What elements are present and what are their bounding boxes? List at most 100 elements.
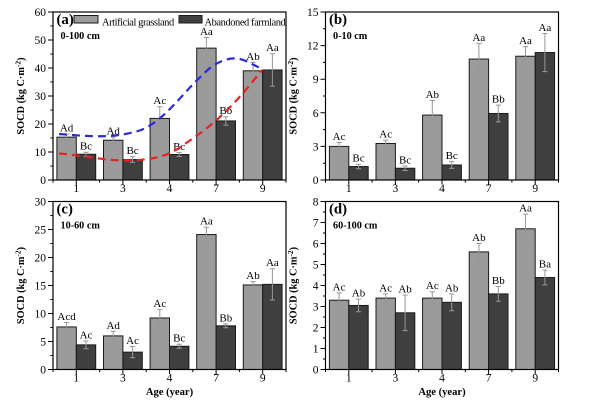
svg-text:7: 7 bbox=[213, 373, 219, 385]
svg-text:60: 60 bbox=[35, 7, 47, 19]
svg-text:Aa: Aa bbox=[266, 257, 279, 269]
svg-text:Bb: Bb bbox=[219, 312, 232, 324]
svg-text:0: 0 bbox=[40, 365, 46, 377]
svg-text:7: 7 bbox=[486, 183, 492, 195]
svg-text:9: 9 bbox=[532, 373, 538, 385]
svg-text:Ab: Ab bbox=[352, 288, 366, 300]
svg-text:Ab: Ab bbox=[472, 232, 486, 244]
svg-text:30: 30 bbox=[35, 197, 47, 209]
svg-text:4: 4 bbox=[313, 281, 319, 293]
svg-text:3: 3 bbox=[393, 183, 399, 195]
svg-text:3: 3 bbox=[120, 373, 126, 385]
svg-text:Bc: Bc bbox=[80, 141, 92, 153]
svg-text:Ac: Ac bbox=[153, 298, 166, 310]
svg-text:SOCD (kg C·m-2): SOCD (kg C·m-2) bbox=[14, 247, 28, 324]
svg-text:5: 5 bbox=[313, 260, 319, 272]
svg-text:Age (year): Age (year) bbox=[418, 387, 466, 398]
svg-text:Aa: Aa bbox=[266, 42, 279, 54]
svg-text:(b): (b) bbox=[329, 12, 347, 28]
svg-text:Ab: Ab bbox=[246, 270, 260, 282]
svg-text:30: 30 bbox=[35, 91, 47, 103]
svg-text:4: 4 bbox=[439, 183, 445, 195]
svg-text:Ab: Ab bbox=[398, 283, 412, 295]
svg-text:15: 15 bbox=[35, 281, 47, 293]
svg-text:10: 10 bbox=[35, 147, 47, 159]
svg-text:Aa: Aa bbox=[200, 216, 213, 228]
svg-text:Ac: Ac bbox=[153, 95, 166, 107]
svg-text:(a): (a) bbox=[57, 12, 74, 28]
svg-text:Bc: Bc bbox=[446, 150, 458, 162]
svg-text:Ac: Ac bbox=[379, 282, 392, 294]
svg-text:Ac: Ac bbox=[379, 129, 392, 141]
svg-text:3: 3 bbox=[313, 141, 319, 153]
svg-text:Bc: Bc bbox=[399, 154, 411, 166]
svg-text:Bc: Bc bbox=[126, 145, 138, 157]
svg-text:1: 1 bbox=[313, 344, 319, 356]
svg-text:Ac: Ac bbox=[80, 329, 93, 341]
svg-text:Aa: Aa bbox=[538, 22, 551, 34]
svg-text:25: 25 bbox=[35, 225, 47, 237]
svg-text:3: 3 bbox=[393, 373, 399, 385]
svg-text:9: 9 bbox=[260, 183, 266, 195]
svg-text:6: 6 bbox=[313, 239, 319, 251]
svg-text:9: 9 bbox=[260, 373, 266, 385]
svg-text:20: 20 bbox=[35, 119, 47, 131]
svg-text:Aa: Aa bbox=[519, 203, 532, 215]
svg-text:40: 40 bbox=[35, 63, 47, 75]
svg-text:Age (year): Age (year) bbox=[146, 387, 194, 398]
svg-text:0: 0 bbox=[40, 175, 46, 187]
svg-text:Ba: Ba bbox=[539, 259, 551, 271]
svg-text:0: 0 bbox=[313, 365, 319, 377]
svg-text:9: 9 bbox=[313, 74, 319, 86]
svg-text:(c): (c) bbox=[57, 201, 73, 217]
svg-text:60-100 cm: 60-100 cm bbox=[333, 221, 378, 232]
svg-text:Artificial grassland: Artificial grassland bbox=[102, 18, 175, 29]
svg-text:3: 3 bbox=[313, 302, 319, 314]
svg-text:0: 0 bbox=[313, 175, 319, 187]
svg-text:0-10 cm: 0-10 cm bbox=[333, 31, 368, 42]
svg-text:10: 10 bbox=[35, 309, 47, 321]
svg-text:Acd: Acd bbox=[57, 311, 76, 323]
svg-text:20: 20 bbox=[35, 253, 47, 265]
svg-text:Aa: Aa bbox=[200, 26, 213, 38]
svg-text:Bc: Bc bbox=[352, 153, 364, 165]
svg-text:4: 4 bbox=[167, 183, 173, 195]
svg-text:(d): (d) bbox=[329, 201, 347, 217]
svg-text:Ad: Ad bbox=[60, 122, 74, 134]
svg-text:12: 12 bbox=[307, 41, 319, 53]
svg-text:Bb: Bb bbox=[492, 275, 505, 287]
svg-text:Ab: Ab bbox=[426, 89, 440, 101]
svg-text:50: 50 bbox=[35, 35, 47, 47]
svg-text:Bb: Bb bbox=[492, 93, 505, 105]
svg-text:8: 8 bbox=[313, 197, 319, 209]
svg-text:0-100 cm: 0-100 cm bbox=[61, 31, 101, 42]
svg-text:5: 5 bbox=[40, 337, 46, 349]
svg-text:Ac: Ac bbox=[126, 335, 139, 347]
svg-text:1: 1 bbox=[346, 183, 352, 195]
svg-text:SOCD (kg C·m-2): SOCD (kg C·m-2) bbox=[14, 57, 28, 134]
svg-text:Ab: Ab bbox=[445, 282, 459, 294]
svg-text:Aa: Aa bbox=[472, 32, 485, 44]
svg-text:9: 9 bbox=[532, 183, 538, 195]
svg-text:SOCD (kg C·m-2): SOCD (kg C·m-2) bbox=[286, 57, 300, 134]
svg-text:Bc: Bc bbox=[173, 333, 185, 345]
svg-text:Ac: Ac bbox=[333, 281, 346, 293]
svg-text:7: 7 bbox=[486, 373, 492, 385]
svg-text:Ac: Ac bbox=[426, 280, 439, 292]
svg-text:1: 1 bbox=[346, 373, 352, 385]
svg-text:Ac: Ac bbox=[333, 131, 346, 143]
svg-text:3: 3 bbox=[120, 183, 126, 195]
svg-text:Ab: Ab bbox=[246, 51, 260, 63]
svg-text:4: 4 bbox=[439, 373, 445, 385]
svg-text:1: 1 bbox=[73, 183, 79, 195]
svg-text:2: 2 bbox=[313, 323, 319, 335]
svg-text:1: 1 bbox=[73, 373, 79, 385]
svg-text:10-60 cm: 10-60 cm bbox=[61, 221, 101, 232]
svg-text:Aa: Aa bbox=[519, 35, 532, 47]
svg-text:7: 7 bbox=[313, 218, 319, 230]
svg-text:6: 6 bbox=[313, 108, 319, 120]
svg-text:15: 15 bbox=[307, 7, 319, 19]
svg-text:SOCD (kg C·m-2): SOCD (kg C·m-2) bbox=[286, 247, 300, 324]
svg-text:7: 7 bbox=[213, 183, 219, 195]
svg-text:Ad: Ad bbox=[106, 320, 120, 332]
